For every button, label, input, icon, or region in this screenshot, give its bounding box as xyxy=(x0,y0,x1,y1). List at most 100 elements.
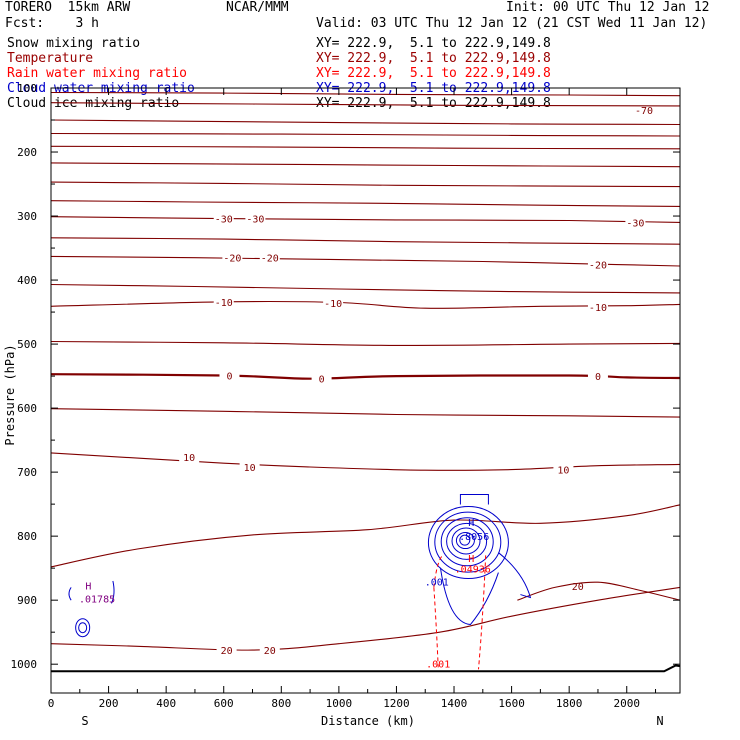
contour-label-bg xyxy=(311,372,332,385)
x-axis-label: Distance (km) xyxy=(321,714,415,728)
rain-water-contour xyxy=(433,587,439,668)
x-tick-label: 1000 xyxy=(326,697,353,710)
temperature-contour xyxy=(50,255,681,267)
contour-label-bg xyxy=(587,300,608,313)
temperature-contour-label: 10 xyxy=(183,453,195,464)
temperature-contour xyxy=(50,283,681,294)
temperature-contour xyxy=(50,145,681,150)
y-tick-label: 100 xyxy=(17,82,37,95)
y-tick-label: 400 xyxy=(17,274,37,287)
temperature-contour-label: 20 xyxy=(221,646,233,657)
x-tick-label: 1800 xyxy=(556,697,583,710)
temperature-contour-label: 10 xyxy=(244,463,256,474)
temperature-contour-label: 10 xyxy=(557,466,569,477)
temperature-contour xyxy=(50,181,681,188)
contour-label-bg xyxy=(179,450,200,463)
contour-label-bg xyxy=(634,103,655,116)
model-title: TORERO 15km ARW xyxy=(5,0,131,15)
temperature-contour xyxy=(50,373,681,380)
cloud-water-contour xyxy=(110,580,115,604)
contour-label-bg xyxy=(239,461,260,474)
contour-label-bg xyxy=(587,370,608,383)
org-title: NCAR/MMM xyxy=(226,0,289,15)
snow-max-marker: H xyxy=(85,581,91,592)
cloud-water-contour xyxy=(427,506,509,580)
legend-cloudice-xy: XY= 222.9, 5.1 to 222.9,149.8 xyxy=(316,96,551,111)
cloud-water-max-value: .8056 xyxy=(459,532,489,543)
x-tick-label: 600 xyxy=(214,697,234,710)
plot-frame xyxy=(50,87,681,694)
contour-label-bg xyxy=(213,295,234,308)
cloud-water-contour xyxy=(455,532,475,550)
legend-temperature-name: Temperature xyxy=(7,51,94,66)
temperature-contour xyxy=(50,200,681,207)
temperature-contour-label: -30 xyxy=(246,215,264,226)
temperature-contour-label: -10 xyxy=(215,298,233,309)
contour-label: .001 xyxy=(426,659,450,670)
cloud-water-contour xyxy=(459,534,471,546)
cloud-water-contour xyxy=(440,517,494,567)
cloud-water-contour xyxy=(75,618,91,638)
x-tick-label: 2000 xyxy=(613,697,640,710)
temperature-contour xyxy=(50,452,681,471)
y-tick-label: 600 xyxy=(17,402,37,415)
temperature-contour-label: 0 xyxy=(226,371,232,382)
contour-label-bg xyxy=(222,251,243,264)
temperature-contour xyxy=(50,132,681,137)
contour-label: .001 xyxy=(425,577,449,588)
snow-max-value: .01785 xyxy=(79,595,115,606)
init-time: Init: 00 UTC Thu 12 Jan 12 xyxy=(506,0,710,15)
y-tick-label: 300 xyxy=(17,210,37,223)
legend-snow-name: Snow mixing ratio xyxy=(7,36,141,51)
x-tick-label: 1400 xyxy=(441,697,468,710)
cloud-water-contour xyxy=(459,494,489,505)
temperature-contour xyxy=(50,237,681,245)
contour-label-bg xyxy=(323,297,344,310)
cloud-water-contour xyxy=(434,511,502,573)
temperature-contour-label: -20 xyxy=(261,254,279,265)
y-tick-label: 800 xyxy=(17,530,37,543)
endpoint-left-label: S xyxy=(81,714,88,728)
y-tick-label: 500 xyxy=(17,338,37,351)
contour-label-bg xyxy=(259,644,280,657)
contour-label-bg xyxy=(587,258,608,271)
forecast-hour: Fcst: 3 h xyxy=(5,16,99,31)
temperature-contour-label: -20 xyxy=(223,254,241,265)
endpoint-right-label: N xyxy=(656,714,663,728)
temperature-contour-label: 20 xyxy=(264,646,276,657)
rain-water-max-value: .04936 xyxy=(455,565,491,576)
temperature-contour-label: -10 xyxy=(324,299,342,310)
y-tick-label: 900 xyxy=(17,594,37,607)
valid-time: Valid: 03 UTC Thu 12 Jan 12 (21 CST Wed … xyxy=(316,16,708,31)
legend-rain-name: Rain water mixing ratio xyxy=(7,66,188,81)
x-tick-label: 400 xyxy=(156,697,176,710)
temperature-contour xyxy=(50,504,681,568)
surface-line xyxy=(51,664,681,673)
y-tick-label: 200 xyxy=(17,146,37,159)
temperature-contour-label: 20 xyxy=(572,582,584,593)
x-tick-label: 800 xyxy=(271,697,291,710)
y-tick-label: 700 xyxy=(17,466,37,479)
temperature-contour xyxy=(50,162,681,168)
legend-snow-xy: XY= 222.9, 5.1 to 222.9,149.8 xyxy=(316,36,551,51)
rain-water-contour xyxy=(433,555,443,588)
x-tick-label: 0 xyxy=(48,697,55,710)
cloud-water-contour xyxy=(451,527,481,555)
temperature-contour-label: -70 xyxy=(635,106,653,117)
cloud-water-contour xyxy=(498,552,532,599)
cloud-water-contour xyxy=(68,587,72,601)
temperature-contour-label: 0 xyxy=(595,372,601,383)
legend-temperature-xy: XY= 222.9, 5.1 to 222.9,149.8 xyxy=(316,51,551,66)
legend-rain-xy: XY= 222.9, 5.1 to 222.9,149.8 xyxy=(316,66,551,81)
temperature-contour xyxy=(50,300,681,309)
temperature-contour xyxy=(50,340,681,346)
contour-label-bg xyxy=(213,212,234,225)
y-axis-label: Pressure (hPa) xyxy=(3,344,17,445)
contour-label-bg xyxy=(553,463,574,476)
temperature-contour xyxy=(50,102,681,107)
temperature-contour-label: -30 xyxy=(626,218,644,229)
contour-label-bg xyxy=(216,644,237,657)
temperature-contour xyxy=(50,586,681,651)
x-tick-label: 200 xyxy=(99,697,119,710)
